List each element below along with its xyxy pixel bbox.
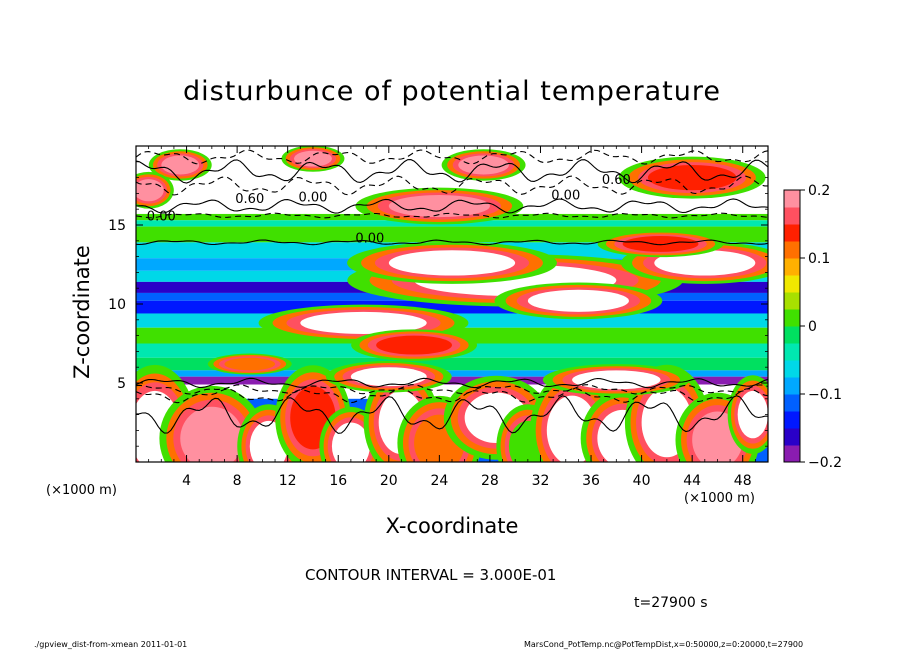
time-label: t=27900 s [634, 595, 708, 611]
x-tick-label-0: 4 [182, 473, 191, 489]
contour-line-5 [136, 239, 768, 246]
colorbar-swatch-2 [784, 411, 800, 429]
x-unit-right: (×1000 m) [684, 491, 755, 506]
colorbar-swatch-13 [784, 224, 800, 242]
heatmap-blob-29 [207, 353, 292, 375]
x-tick-label-10: 44 [683, 473, 701, 489]
heatmap-blob-18 [136, 171, 174, 209]
heatmap-band-15 [136, 370, 768, 377]
colorbar-swatch-7 [784, 326, 800, 344]
contour-labels: 0.60 0.00 0.00 0.00 0.00 0.60 [147, 173, 631, 246]
x-tick-label-11: 48 [734, 473, 752, 489]
heatmap-blob-4 [319, 406, 383, 462]
contour-line-2 [136, 175, 768, 196]
contour-label-4: 0.00 [551, 189, 580, 204]
x-tick-label-7: 32 [532, 473, 550, 489]
colorbar-swatch-9 [784, 292, 800, 310]
colorbar-swatch-15 [784, 190, 800, 208]
contour-interval-note: CONTOUR INTERVAL = 3.000E-01 [305, 566, 557, 584]
heatmap-blob-16 [441, 149, 526, 181]
x-tick-label-5: 24 [430, 473, 448, 489]
x-axis-label: X-coordinate [385, 514, 519, 538]
colorbar-tick-label-3: −0.1 [808, 387, 842, 403]
x-tick-label-9: 40 [633, 473, 651, 489]
heatmap-blob-22 [347, 241, 557, 284]
heatmap-blob-14 [148, 149, 212, 181]
y-tick-label-2: 15 [108, 218, 126, 234]
contour-label-5: 0.60 [602, 173, 631, 188]
colorbar-tick-label-2: 0 [808, 319, 817, 335]
contour-label-1: 0.00 [298, 190, 327, 205]
heatmap-blob-23 [258, 304, 469, 342]
colorbar-tick-label-1: 0.1 [808, 251, 830, 267]
colorbar-swatch-11 [784, 258, 800, 276]
colorbar-tick-label-0: 0.2 [808, 183, 830, 199]
x-tick-label-8: 36 [582, 473, 600, 489]
x-unit-left: (×1000 m) [46, 483, 117, 498]
heatmap-blob-15 [281, 146, 345, 172]
contour-line-3 [136, 198, 768, 214]
contour-line-9 [136, 395, 768, 434]
footer-data-source: MarsCond_PotTemp.nc@PotTempDist,x=0:5000… [524, 640, 804, 649]
chart-title: disturbunce of potential temperature [183, 76, 721, 107]
colorbar: 0.2 0.1 0 −0.1 −0.2 [783, 183, 842, 471]
y-axis: 5 10 15 [108, 161, 768, 447]
colorbar-swatch-8 [784, 309, 800, 327]
colorbar-swatch-1 [784, 428, 800, 446]
heatmap-blob-17 [618, 156, 766, 199]
heatmap-band-16 [136, 376, 768, 385]
colorbar-swatch-4 [784, 377, 800, 395]
heatmap-blob-26 [597, 230, 724, 258]
colorbar-tick-label-4: −0.2 [808, 455, 842, 471]
colorbar-swatch-0 [784, 445, 800, 463]
contour-line-7 [136, 384, 768, 395]
x-tick-label-6: 28 [481, 473, 499, 489]
y-axis-label: Z-coordinate [70, 245, 94, 379]
heatmap-blob-28 [542, 364, 690, 396]
y-tick-label-1: 10 [108, 297, 126, 313]
colorbar-swatch-10 [784, 275, 800, 293]
contour-label-2: 0.00 [355, 231, 384, 246]
contour-line-6 [136, 377, 768, 389]
x-tick-label-2: 12 [279, 473, 297, 489]
x-tick-label-1: 8 [233, 473, 242, 489]
colorbar-swatch-3 [784, 394, 800, 412]
colorbar-swatch-6 [784, 343, 800, 361]
colorbar-swatch-12 [784, 241, 800, 259]
heatmap-blob-19 [355, 187, 524, 225]
colorbar-swatch-14 [784, 207, 800, 225]
x-tick-label-3: 16 [329, 473, 347, 489]
contour-label-0: 0.60 [235, 192, 264, 207]
contour-line-1 [136, 159, 768, 184]
contour-lines [136, 149, 768, 434]
x-tick-label-4: 20 [380, 473, 398, 489]
heatmap-field [136, 146, 768, 462]
heatmap-blob-24 [351, 329, 478, 361]
contour-line-8 [136, 387, 768, 404]
contour-line-4 [136, 212, 768, 219]
colorbar-swatch-5 [784, 360, 800, 378]
x-axis: 4 8 12 16 20 24 28 32 36 40 44 48 [148, 146, 756, 489]
heatmap-blob-21 [494, 282, 663, 320]
footer-script-name: ./gpview_dist-from-xmean 2011-01-01 [34, 640, 188, 649]
y-tick-label-0: 5 [117, 376, 126, 392]
contour-label-3: 0.00 [147, 209, 176, 224]
contour-line-0 [136, 149, 768, 165]
